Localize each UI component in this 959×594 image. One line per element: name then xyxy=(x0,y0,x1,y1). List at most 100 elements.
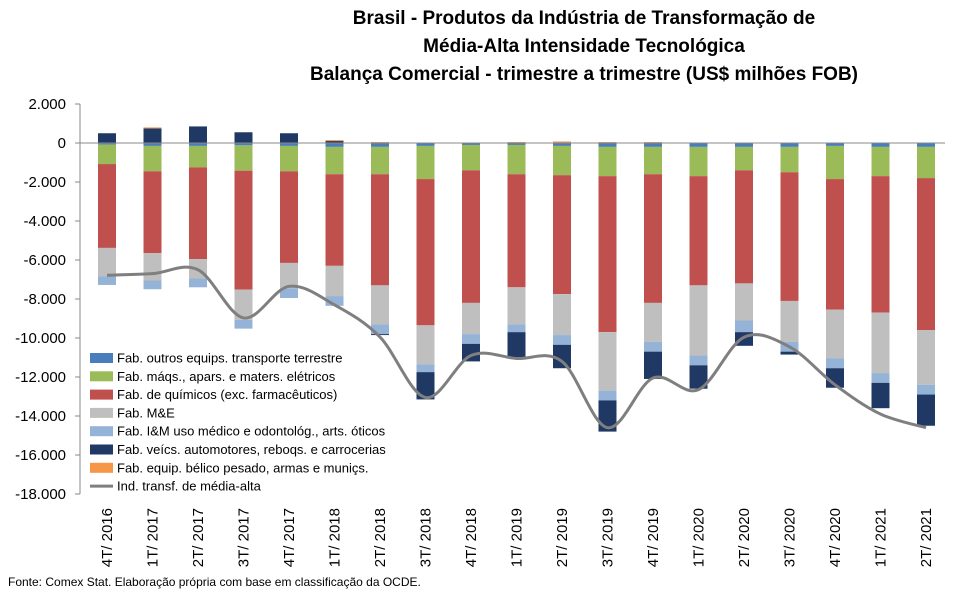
bar-segment-2 xyxy=(234,170,253,290)
legend-label: Fab. de químicos (exc. farmacêuticos) xyxy=(117,387,337,402)
bar-segment-2 xyxy=(507,174,526,288)
bar-segment-5 xyxy=(371,334,389,336)
bar-segment-1 xyxy=(462,144,480,171)
bar-segment-2 xyxy=(644,174,662,303)
legend-label: Fab. máqs., apars. e maters. elétricos xyxy=(117,369,336,384)
bar-segment-3 xyxy=(325,265,344,297)
bar-segment-3 xyxy=(553,294,571,336)
bar-segment-5 xyxy=(280,133,298,143)
bar-segment-1 xyxy=(553,145,571,176)
bar-segment-1 xyxy=(98,144,116,165)
title-line-1: Brasil - Produtos da Indústria de Transf… xyxy=(353,8,815,29)
x-tick-label: 1T/ 2019 xyxy=(509,508,526,567)
bar-segment-0 xyxy=(234,143,253,146)
bar-segment-3 xyxy=(826,309,844,359)
bar-segment-3 xyxy=(598,332,617,391)
bar-segment-1 xyxy=(689,146,708,177)
x-tick-label: 3T/ 2018 xyxy=(418,508,435,567)
bar-segment-0 xyxy=(371,143,389,147)
bar-segment-3 xyxy=(507,287,526,325)
bar-segment-5 xyxy=(553,344,571,369)
bar-segment-6 xyxy=(325,140,344,142)
bar-segment-3 xyxy=(143,253,162,281)
total-line-path xyxy=(106,265,927,430)
bar-segment-1 xyxy=(234,145,253,171)
bar-segment-5 xyxy=(189,126,207,143)
bar-segment-4 xyxy=(598,390,617,401)
bar-segment-4 xyxy=(234,319,253,329)
bar-segment-4 xyxy=(189,278,207,288)
bar-segment-3 xyxy=(917,330,935,385)
bar-segment-0 xyxy=(507,143,526,145)
y-tick-label: -6.000 xyxy=(23,252,66,269)
bar-segment-2 xyxy=(917,178,935,331)
y-tick-label: -4.000 xyxy=(23,213,66,230)
bar-segment-4 xyxy=(871,373,890,383)
bar-segment-3 xyxy=(735,283,753,321)
y-tick-label: -14.000 xyxy=(15,408,66,425)
bar-segment-4 xyxy=(689,355,708,366)
x-tick-label: 1T/ 2021 xyxy=(873,508,890,567)
bar-segment-4 xyxy=(917,384,935,395)
bar-segment-0 xyxy=(826,143,844,146)
bar-segment-5 xyxy=(98,133,116,143)
y-tick-label: 2.000 xyxy=(28,96,66,113)
bar-segment-0 xyxy=(416,143,435,146)
x-tick-label: 2T/ 2021 xyxy=(918,508,935,567)
x-tick-label: 2T/ 2020 xyxy=(736,508,753,567)
bar-segment-1 xyxy=(416,145,435,180)
bar-segment-3 xyxy=(234,289,253,320)
legend-label: Fab. veícs. automotores, reboqs. e carro… xyxy=(117,442,386,457)
bar-segment-0 xyxy=(644,143,662,147)
bar-segment-4 xyxy=(280,288,298,299)
bar-segment-1 xyxy=(189,145,207,168)
bar-segment-1 xyxy=(143,145,162,172)
bar-segment-5 xyxy=(234,132,253,143)
bar-segment-1 xyxy=(598,146,617,177)
x-tick-label: 4T/ 2020 xyxy=(827,508,844,567)
bar-segment-4 xyxy=(735,320,753,333)
bar-segment-0 xyxy=(780,143,799,147)
bar-segment-0 xyxy=(598,143,617,147)
legend-swatch xyxy=(90,389,113,400)
x-tick-label: 2T/ 2018 xyxy=(372,508,389,567)
bar-segment-2 xyxy=(189,167,207,260)
bar-segment-2 xyxy=(98,164,116,248)
bar-segment-2 xyxy=(598,176,617,333)
bar-segment-1 xyxy=(325,146,344,175)
bar-segment-4 xyxy=(826,358,844,369)
bar-segment-4 xyxy=(553,335,571,345)
legend-label: Fab. M&E xyxy=(117,405,175,420)
bar-segment-2 xyxy=(143,171,162,254)
bar-segment-2 xyxy=(871,176,890,313)
bar-segment-2 xyxy=(689,176,708,286)
y-tick-label: -18.000 xyxy=(15,486,66,503)
bar-segment-2 xyxy=(826,179,844,310)
x-axis: 4T/ 2016 1T/ 2017 2T/ 2017 3T/ 2017 4T/ 2017… xyxy=(99,508,935,567)
bar-segment-3 xyxy=(689,285,708,356)
bar-segment-3 xyxy=(98,247,116,277)
chart-title: Brasil - Produtos da Indústria de Transf… xyxy=(310,8,858,85)
legend-swatch xyxy=(90,407,113,418)
bar-segment-5 xyxy=(507,332,526,358)
x-tick-label: 4T/ 2019 xyxy=(645,508,662,567)
bar-segment-1 xyxy=(371,146,389,175)
total-line xyxy=(106,265,927,430)
legend-label: Fab. equip. bélico pesado, armas e muniç… xyxy=(117,460,368,475)
bar-segment-1 xyxy=(917,146,935,179)
bar-segment-0 xyxy=(189,143,207,146)
legend-swatch xyxy=(90,462,113,473)
legend-label: Ind. transf. de média-alta xyxy=(117,479,262,494)
bar-segment-0 xyxy=(98,143,116,145)
bar-segment-5 xyxy=(644,351,662,379)
bar-segment-5 xyxy=(325,141,344,143)
bar-segment-0 xyxy=(143,143,162,146)
legend-label: Fab. outros equips. transporte terrestre xyxy=(117,351,342,366)
y-tick-label: -12.000 xyxy=(15,369,66,386)
y-tick-label: 0 xyxy=(58,135,66,152)
bar-segment-5 xyxy=(871,382,890,409)
bar-segment-6 xyxy=(553,141,571,143)
legend-swatch xyxy=(90,371,113,382)
bar-segment-0 xyxy=(325,143,344,147)
x-tick-label: 4T/ 2017 xyxy=(281,508,298,567)
